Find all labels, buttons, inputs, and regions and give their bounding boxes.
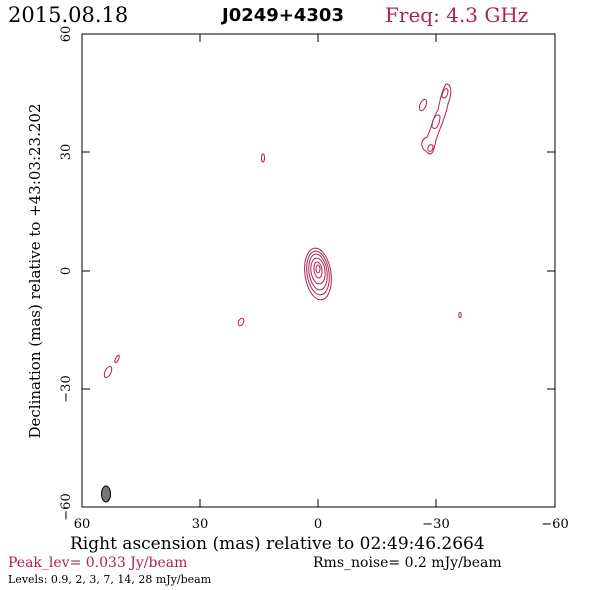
y-tick-label: −60 <box>59 493 74 520</box>
y-axis-label: Declination (mas) relative to +43:03:23.… <box>26 103 44 438</box>
contour-island <box>114 354 120 364</box>
plot-frame <box>81 33 556 508</box>
frequency-label: Freq: 4.3 GHz <box>385 3 529 27</box>
peak-level: Peak_lev= 0.033 Jy/beam <box>8 555 188 571</box>
beam-ellipse <box>101 485 111 503</box>
x-tick-label: 30 <box>192 517 209 532</box>
source-name: J0249+4303 <box>222 5 344 26</box>
x-tick-label: −60 <box>541 517 568 532</box>
x-axis-label: Right ascension (mas) relative to 02:49:… <box>70 534 485 554</box>
x-tick-label: 0 <box>314 517 322 532</box>
epoch-date: 2015.08.18 <box>8 3 129 27</box>
axis-ticks <box>82 34 555 507</box>
contour-levels: Levels: 0.9, 2, 3, 7, 14, 28 mJy/beam <box>8 573 212 586</box>
y-tick-label: 60 <box>59 26 74 43</box>
jet-feature <box>418 83 452 155</box>
contour-island <box>458 312 462 318</box>
contour-island <box>103 365 113 379</box>
x-tick-label: −30 <box>422 517 449 532</box>
rms-noise: Rms_noise= 0.2 mJy/beam <box>313 555 502 571</box>
contours <box>103 83 462 379</box>
contour-island <box>237 317 245 327</box>
core-contours <box>304 247 332 301</box>
y-tick-label: −30 <box>59 375 74 402</box>
y-tick-label: 0 <box>59 267 74 275</box>
contour-island <box>261 153 265 163</box>
y-tick-label: 30 <box>59 144 74 161</box>
x-tick-label: 60 <box>74 517 91 532</box>
